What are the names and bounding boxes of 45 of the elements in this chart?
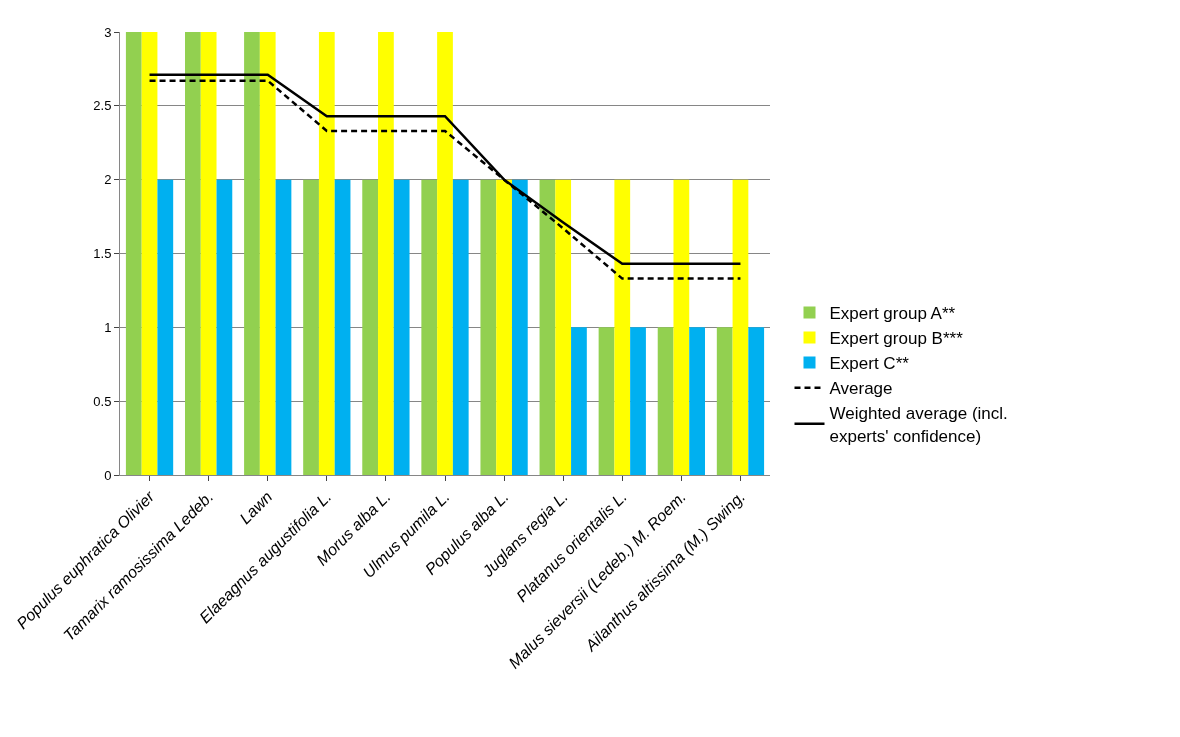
bar — [673, 179, 690, 475]
y-tick-label: 0.5 — [93, 393, 112, 409]
bar — [480, 179, 497, 475]
bar — [571, 327, 587, 475]
bar — [200, 32, 217, 475]
bar — [630, 327, 646, 475]
bar — [125, 32, 142, 475]
bar — [452, 179, 469, 475]
bar — [244, 32, 260, 475]
bar — [716, 327, 733, 475]
bar — [303, 179, 319, 475]
legend-label: Average — [829, 379, 893, 399]
bar — [393, 179, 410, 475]
bar — [496, 179, 512, 475]
bar — [689, 327, 705, 475]
y-tick-label: 1 — [104, 319, 112, 335]
bar — [555, 179, 572, 475]
bar — [362, 179, 379, 475]
bar — [185, 32, 201, 475]
bar — [614, 179, 631, 475]
y-tick-label: 3 — [104, 24, 112, 40]
y-tick-label: 2 — [104, 172, 112, 188]
bar — [732, 179, 749, 475]
bar — [334, 179, 351, 475]
bar — [539, 179, 556, 475]
bar — [657, 327, 674, 475]
bar — [421, 179, 438, 475]
bar — [216, 179, 233, 475]
legend-label: Weighted average (incl. experts' confidence) — [829, 404, 1008, 446]
bar — [259, 32, 276, 475]
bar — [598, 327, 615, 475]
legend-label: Expert group A** — [829, 304, 956, 324]
y-tick-label: 1.5 — [93, 246, 112, 262]
y-tick-label: 2.5 — [93, 98, 112, 114]
legend-label: Expert C** — [829, 354, 910, 374]
bar — [157, 179, 174, 475]
bar — [275, 179, 292, 475]
y-tick-label: 0 — [104, 467, 112, 483]
legend-label: Expert group B*** — [829, 329, 964, 349]
bar — [437, 32, 453, 475]
bar — [378, 32, 394, 475]
bar — [748, 327, 765, 475]
bar — [511, 179, 528, 475]
bar — [318, 32, 335, 475]
bar — [141, 32, 158, 475]
